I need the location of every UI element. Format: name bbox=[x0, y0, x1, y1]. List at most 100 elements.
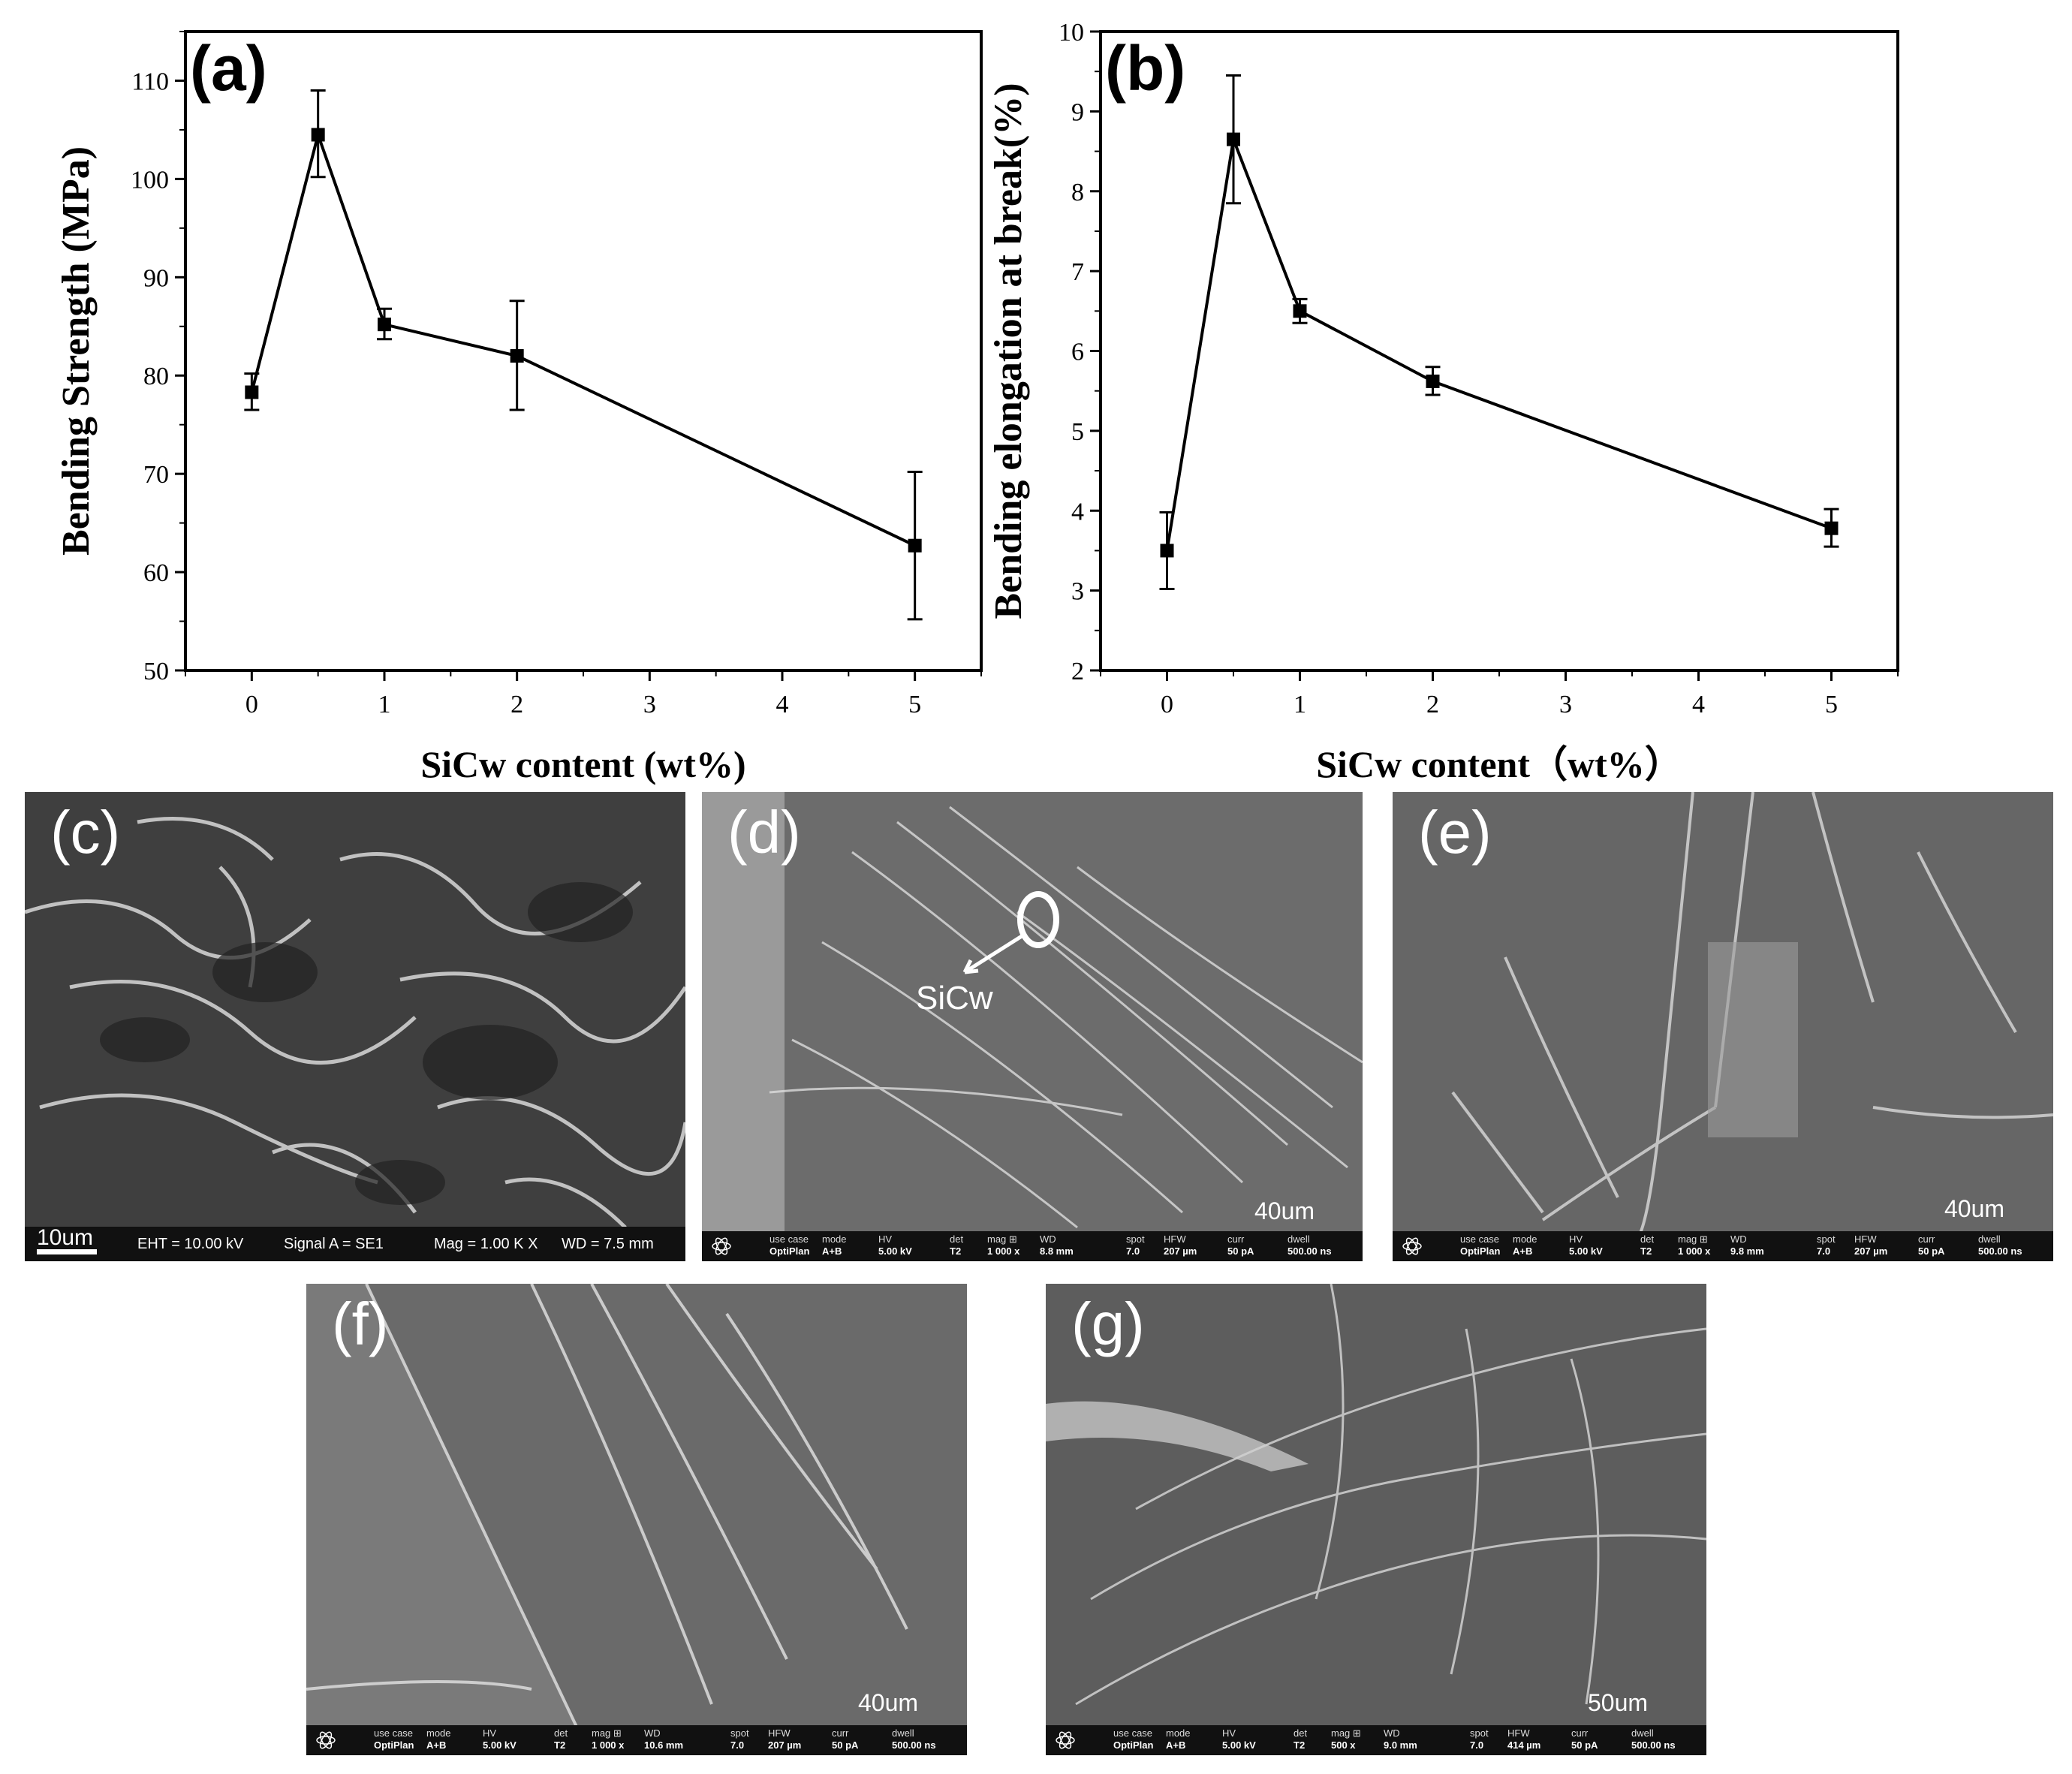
info-field-value: OptiPlan bbox=[1460, 1245, 1501, 1257]
info-field: mag ⊞ 1 000 x bbox=[592, 1727, 624, 1751]
info-field-value: 7.0 bbox=[1817, 1245, 1831, 1257]
info-field-key: curr bbox=[1571, 1727, 1589, 1739]
info-field: det T2 bbox=[1640, 1233, 1654, 1257]
info-field-key: dwell bbox=[1287, 1233, 1310, 1245]
info-field-value: 10.6 mm bbox=[644, 1739, 684, 1751]
plot-frame bbox=[1099, 30, 1899, 672]
info-field-value: 7.0 bbox=[1470, 1739, 1484, 1751]
info-field-value: 1 000 x bbox=[592, 1739, 625, 1751]
info-field: HFW 414 µm bbox=[1507, 1727, 1540, 1751]
sem-image-g: (g) 50um use case OptiPlan mode A+B HV 5.00 k… bbox=[1046, 1284, 1706, 1755]
info-field-key: mag ⊞ bbox=[1678, 1233, 1708, 1245]
x-tick-label: 4 bbox=[1692, 691, 1705, 718]
info-field-key: HV bbox=[1569, 1233, 1583, 1245]
sem-info-bar-f: use case OptiPlan mode A+B HV 5.00 kV det T2 mag… bbox=[306, 1725, 967, 1755]
x-tick-label: 1 bbox=[378, 691, 391, 718]
info-field-key: dwell bbox=[892, 1727, 914, 1739]
info-field: dwell 500.00 ns bbox=[1631, 1727, 1676, 1751]
info-field-value: T2 bbox=[1640, 1245, 1652, 1257]
wd-value: WD = 7.5 mm bbox=[562, 1235, 654, 1252]
fracture-texture bbox=[25, 792, 685, 1261]
data-point bbox=[378, 318, 391, 332]
info-field-value: 414 µm bbox=[1507, 1739, 1541, 1751]
sem-image-f: (f) 40um use case OptiPlan mode A+B HV 5.00 k… bbox=[306, 1284, 967, 1755]
y-tick-label: 10 bbox=[1059, 19, 1084, 47]
panel-label-g: (g) bbox=[1071, 1291, 1145, 1357]
x-tick-label: 5 bbox=[1825, 691, 1838, 718]
x-tick-label: 1 bbox=[1293, 691, 1306, 718]
y-tick-label: 60 bbox=[143, 559, 169, 587]
info-field: det T2 bbox=[554, 1727, 568, 1751]
info-field-key: use case bbox=[374, 1727, 414, 1739]
scale-bar-label-c: 10um bbox=[37, 1225, 94, 1250]
info-field-key: use case bbox=[1460, 1233, 1500, 1245]
y-tick-label: 100 bbox=[131, 166, 169, 194]
x-tick-label: 0 bbox=[245, 691, 258, 718]
info-field: WD 8.8 mm bbox=[1040, 1233, 1074, 1257]
info-field: det T2 bbox=[950, 1233, 963, 1257]
info-field: WD 10.6 mm bbox=[644, 1727, 683, 1751]
info-field-key: curr bbox=[832, 1727, 849, 1739]
info-field: HFW 207 µm bbox=[1854, 1233, 1887, 1257]
info-field-key: HFW bbox=[1854, 1233, 1877, 1245]
info-field-value: 9.0 mm bbox=[1384, 1739, 1417, 1751]
atom-logo-icon bbox=[1402, 1237, 1422, 1255]
series-line bbox=[250, 129, 916, 547]
info-field-key: mag ⊞ bbox=[987, 1233, 1017, 1245]
info-field-value: 9.8 mm bbox=[1730, 1245, 1764, 1257]
signal-value: Signal A = SE1 bbox=[284, 1235, 384, 1252]
info-field-value: 1 000 x bbox=[987, 1245, 1020, 1257]
data-point bbox=[311, 128, 325, 142]
info-field: use case OptiPlan bbox=[1113, 1727, 1153, 1751]
scale-bar-label-g: 50um bbox=[1588, 1689, 1649, 1716]
info-field: mag ⊞ 1 000 x bbox=[987, 1233, 1019, 1257]
info-field: mode A+B bbox=[426, 1727, 451, 1751]
mag-value: Mag = 1.00 K X bbox=[434, 1235, 538, 1252]
info-field-value: 8.8 mm bbox=[1040, 1245, 1074, 1257]
info-field: spot 7.0 bbox=[730, 1727, 749, 1751]
y-tick-label: 80 bbox=[143, 363, 169, 390]
scale-bar-label-e: 40um bbox=[1944, 1195, 2005, 1222]
x-tick-label: 2 bbox=[510, 691, 523, 718]
info-field-value: 500.00 ns bbox=[1287, 1245, 1332, 1257]
y-tick-label: 90 bbox=[143, 264, 169, 292]
info-field: WD 9.8 mm bbox=[1730, 1233, 1764, 1257]
info-field-value: 5.00 kV bbox=[483, 1739, 516, 1751]
info-field-key: HV bbox=[878, 1233, 893, 1245]
sicw-marker bbox=[962, 891, 1059, 974]
info-field-key: WD bbox=[1730, 1233, 1747, 1245]
info-field-key: HV bbox=[483, 1727, 497, 1739]
info-field: det T2 bbox=[1293, 1727, 1307, 1751]
info-field-key: spot bbox=[1126, 1233, 1145, 1245]
info-field: WD 9.0 mm bbox=[1384, 1727, 1417, 1751]
info-field-key: det bbox=[554, 1727, 568, 1739]
data-point bbox=[1426, 374, 1440, 388]
info-field-value: 207 µm bbox=[768, 1739, 802, 1751]
info-field-key: mode bbox=[1166, 1727, 1191, 1739]
info-field: mode A+B bbox=[1513, 1233, 1537, 1257]
info-field-key: WD bbox=[1040, 1233, 1056, 1245]
sem-info-bar-e: use case OptiPlan mode A+B HV 5.00 kV det T2 mag… bbox=[1393, 1231, 2053, 1261]
scale-bar-label-d: 40um bbox=[1254, 1197, 1315, 1224]
info-field-value: 500.00 ns bbox=[1631, 1739, 1676, 1751]
scale-bar-c bbox=[37, 1249, 97, 1254]
data-point bbox=[1227, 132, 1240, 146]
info-field-key: det bbox=[950, 1233, 964, 1245]
info-field: HV 5.00 kV bbox=[878, 1233, 912, 1257]
plot-frame bbox=[184, 30, 983, 672]
info-field: curr 50 pA bbox=[1918, 1233, 1944, 1257]
atom-logo-icon bbox=[316, 1731, 336, 1749]
info-field-value: 500.00 ns bbox=[892, 1739, 936, 1751]
series-line bbox=[1165, 134, 1833, 551]
info-field-value: 50 pA bbox=[1571, 1739, 1598, 1751]
info-field-value: A+B bbox=[1166, 1739, 1186, 1751]
info-field-key: det bbox=[1640, 1233, 1655, 1245]
info-field-value: OptiPlan bbox=[769, 1245, 810, 1257]
info-field: use case OptiPlan bbox=[769, 1233, 809, 1257]
info-field-key: det bbox=[1293, 1727, 1308, 1739]
data-point bbox=[245, 385, 259, 399]
fracture-texture bbox=[1393, 792, 2053, 1261]
info-field-key: mode bbox=[426, 1727, 451, 1739]
panel-label-c: (c) bbox=[50, 799, 121, 866]
panel-label-d: (d) bbox=[727, 799, 801, 866]
